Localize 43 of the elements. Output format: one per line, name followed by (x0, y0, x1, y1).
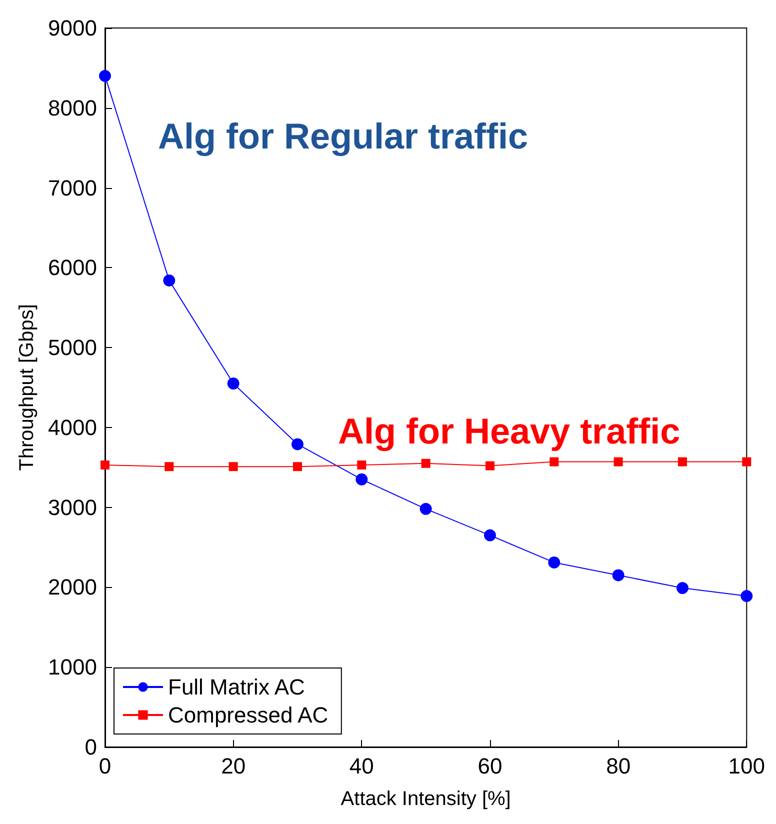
y-tick-label: 4000 (48, 414, 97, 440)
point (421, 458, 430, 468)
point (740, 590, 753, 602)
x-tick-label: 60 (478, 754, 502, 778)
point (357, 460, 366, 470)
point (484, 529, 496, 542)
x-tick-label: 100 (728, 754, 766, 778)
y-tick-label: 1000 (48, 654, 97, 680)
point (550, 457, 559, 466)
point (548, 556, 560, 568)
point (676, 582, 688, 594)
y-tick-label: 0 (84, 734, 97, 760)
legend-label: Compressed AC (168, 702, 328, 728)
point (292, 462, 302, 472)
x-tick-label: 80 (606, 754, 631, 778)
y-axis-title: Throughput [Gbps] (16, 304, 38, 471)
point (420, 502, 432, 515)
y-tick-label: 8000 (48, 95, 97, 120)
point (485, 461, 494, 470)
point (164, 462, 174, 472)
y-tick-label: 5000 (48, 335, 97, 360)
annotation: Alg for Regular traffic (158, 116, 528, 156)
x-axis-title: Attack Intensity [%] (340, 788, 511, 810)
point (99, 70, 111, 82)
x-tick-label: 40 (349, 754, 374, 778)
y-tick-label: 9000 (48, 16, 97, 40)
point (612, 569, 624, 582)
point (678, 457, 687, 466)
point (356, 473, 368, 486)
x-tick-label: 20 (221, 754, 246, 778)
y-tick-label: 3000 (48, 494, 97, 520)
point (614, 457, 623, 466)
y-tick-label: 2000 (48, 574, 97, 600)
annotation: Alg for Heavy traffic (338, 410, 680, 452)
y-tick-label: 6000 (48, 255, 97, 280)
y-tick-label: 7000 (48, 175, 97, 200)
point (292, 438, 304, 450)
point (163, 274, 176, 286)
point (227, 378, 240, 390)
point (742, 457, 752, 466)
point (100, 460, 110, 470)
point (228, 462, 238, 472)
legend-label: Full Matrix AC (168, 674, 306, 700)
